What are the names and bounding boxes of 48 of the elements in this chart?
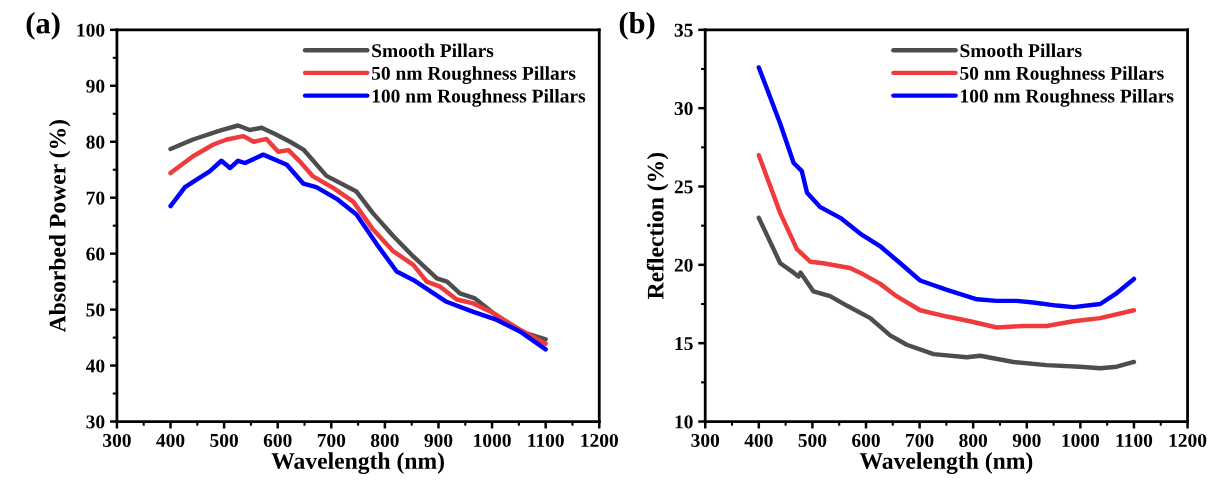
x-tick-label: 1000 bbox=[474, 433, 511, 448]
chart-title: (b) bbox=[619, 12, 655, 40]
y-tick-label: 25 bbox=[674, 180, 693, 194]
legend-label: 100 nm Roughness Pillars bbox=[372, 88, 586, 107]
y-tick-label: 80 bbox=[86, 135, 105, 149]
x-tick-label: 600 bbox=[852, 433, 880, 448]
x-tick-label: 500 bbox=[798, 433, 827, 448]
y-tick-label: 35 bbox=[674, 23, 693, 37]
y-tick-label: 100 bbox=[77, 23, 105, 37]
line-series bbox=[756, 152, 1137, 330]
legend-label: 100 nm Roughness Pillars bbox=[961, 88, 1174, 107]
x-tick-label: 900 bbox=[1012, 433, 1041, 448]
legend-label: 50 nm Roughness Pillars bbox=[371, 66, 576, 84]
y-tick-label: 90 bbox=[86, 79, 105, 93]
x-tick-label: 500 bbox=[210, 433, 238, 448]
x-tick-label: 1200 bbox=[1169, 433, 1207, 448]
x-tick-label: 300 bbox=[103, 433, 131, 448]
legend-label: 50 nm Roughness Pillars bbox=[960, 66, 1164, 84]
x-tick-label: 900 bbox=[424, 433, 453, 448]
y-tick-label: 60 bbox=[86, 247, 105, 261]
x-tick-label: 600 bbox=[263, 433, 292, 448]
y-tick-label: 70 bbox=[86, 191, 105, 205]
legend-label: Smooth Pillars bbox=[372, 43, 494, 58]
x-tick-label: 400 bbox=[744, 433, 773, 448]
y-tick-label: 50 bbox=[86, 303, 105, 317]
y-tick-label: 20 bbox=[674, 258, 693, 272]
legend-label: Smooth Pillars bbox=[960, 43, 1082, 58]
y-tick-label: 40 bbox=[85, 359, 105, 373]
x-tick-label: 800 bbox=[959, 433, 988, 448]
y-axis-title: Absorbed Power (%) bbox=[48, 120, 71, 333]
y-tick-label: 10 bbox=[675, 415, 693, 429]
x-tick-label: 300 bbox=[691, 433, 720, 448]
x-tick-label: 800 bbox=[370, 433, 399, 448]
x-tick-label: 1100 bbox=[528, 433, 564, 448]
x-axis-title: Wavelength (nm) bbox=[271, 452, 444, 474]
x-tick-label: 1200 bbox=[581, 433, 618, 448]
line-series bbox=[756, 215, 1137, 371]
y-axis-title: Reflection (%) bbox=[646, 152, 669, 300]
x-tick-label: 400 bbox=[156, 433, 185, 448]
x-axis-title: Wavelength (nm) bbox=[859, 452, 1033, 474]
x-tick-label: 1000 bbox=[1062, 433, 1100, 448]
y-tick-label: 15 bbox=[675, 337, 693, 351]
x-tick-label: 1100 bbox=[1116, 433, 1153, 448]
y-tick-label: 30 bbox=[674, 101, 693, 116]
y-tick-label: 30 bbox=[86, 415, 105, 429]
x-tick-label: 700 bbox=[906, 433, 934, 448]
x-tick-label: 700 bbox=[317, 433, 346, 448]
chart-title: (a) bbox=[26, 12, 60, 40]
